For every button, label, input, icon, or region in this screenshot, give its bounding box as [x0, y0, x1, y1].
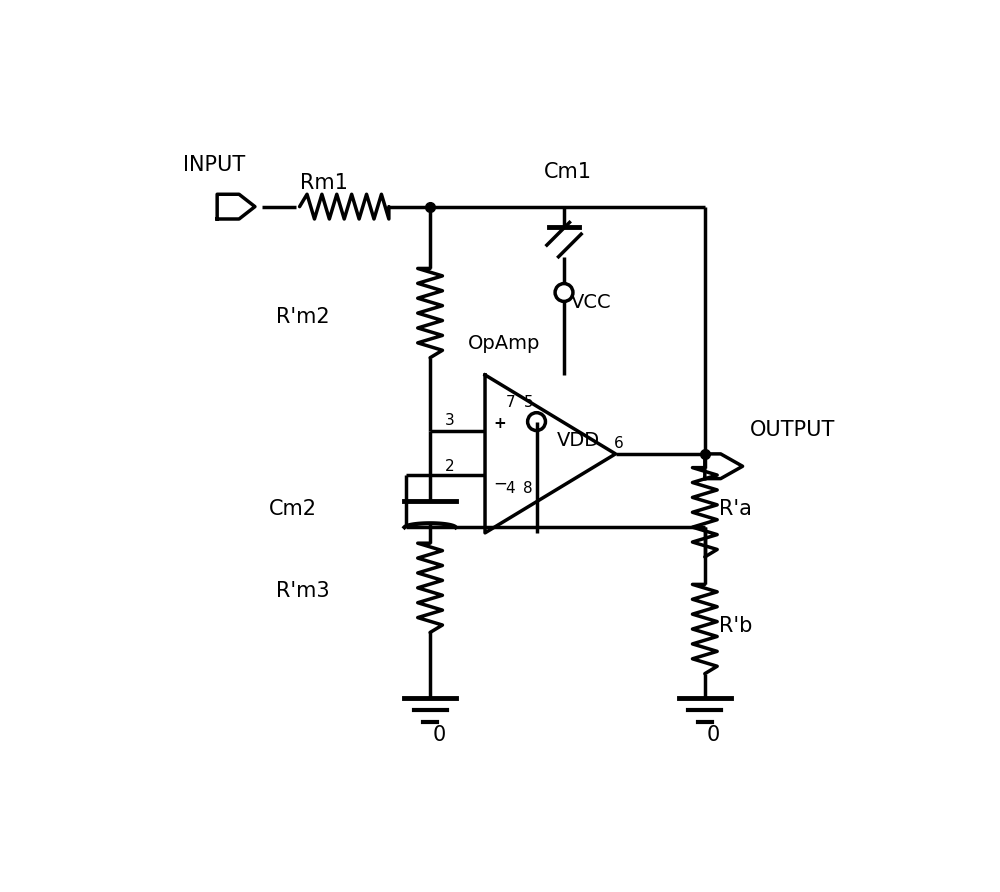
Text: R'm3: R'm3: [276, 582, 329, 601]
Text: 4: 4: [506, 481, 515, 496]
Text: R'b: R'b: [719, 615, 752, 636]
Text: −: −: [493, 475, 507, 493]
Text: 3: 3: [444, 413, 454, 428]
Text: VCC: VCC: [571, 293, 612, 312]
Text: 5: 5: [523, 395, 533, 410]
Text: R'a: R'a: [719, 499, 751, 519]
Text: Rm1: Rm1: [300, 172, 347, 193]
Text: Cm1: Cm1: [543, 162, 591, 182]
Text: 6: 6: [614, 436, 624, 451]
Text: 0: 0: [432, 725, 446, 746]
Text: 7: 7: [506, 395, 515, 410]
Text: OUTPUT: OUTPUT: [749, 420, 835, 440]
Text: 8: 8: [523, 481, 533, 496]
Text: INPUT: INPUT: [183, 155, 245, 176]
Text: Cm2: Cm2: [269, 499, 317, 519]
Text: VDD: VDD: [557, 431, 600, 450]
Text: +: +: [494, 417, 507, 432]
Text: 2: 2: [444, 458, 454, 474]
Text: 0: 0: [707, 725, 720, 746]
Text: R'm2: R'm2: [276, 307, 329, 326]
Text: OpAmp: OpAmp: [468, 334, 540, 353]
